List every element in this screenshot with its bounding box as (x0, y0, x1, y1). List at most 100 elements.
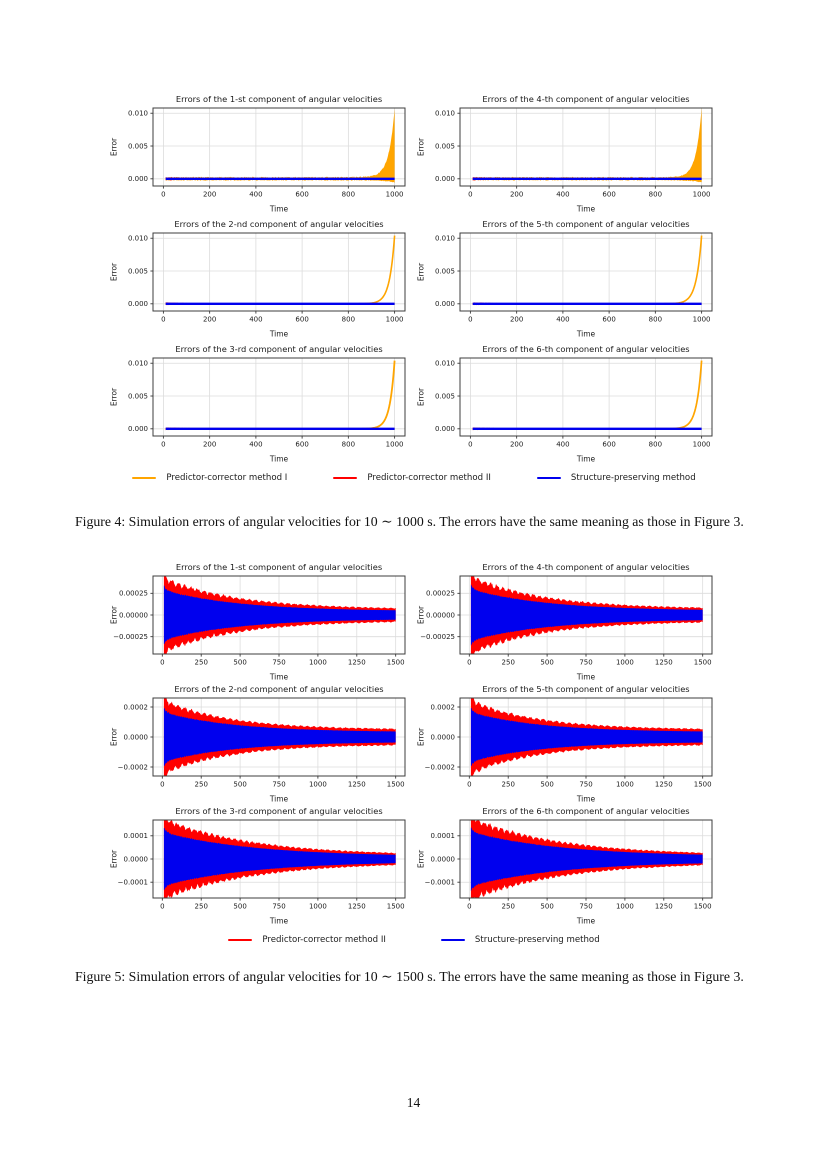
x-tick-label: 1500 (694, 659, 712, 667)
x-tick-label: 1500 (694, 781, 712, 789)
x-tick-label: 1250 (655, 659, 673, 667)
legend-item-pc1: Predictor-corrector method I (132, 473, 287, 483)
x-tick-label: 1000 (386, 316, 404, 324)
x-tick-label: 800 (342, 316, 355, 324)
x-tick-label: 1000 (616, 903, 634, 911)
x-tick-label: 0 (468, 316, 472, 324)
y-tick-label: 0.005 (435, 267, 455, 275)
x-tick-label: 600 (602, 316, 615, 324)
y-tick-label: 0.0002 (431, 703, 456, 711)
x-tick-label: 750 (272, 781, 285, 789)
y-tick-label: 0.0000 (124, 733, 149, 741)
x-tick-label: 400 (249, 316, 262, 324)
x-tick-label: 600 (295, 316, 308, 324)
series-sp (163, 708, 396, 766)
y-tick-label: 0.000 (435, 300, 455, 308)
figure-5-legend: Predictor-corrector method II Structure-p… (107, 935, 721, 945)
legend-item-pc2: Predictor-corrector method II (333, 473, 491, 483)
y-tick-label: 0.0001 (124, 832, 149, 840)
x-tick-label: 200 (203, 191, 216, 199)
x-tick-label: 800 (649, 191, 662, 199)
x-tick-label: 600 (602, 441, 615, 449)
x-tick-label: 250 (502, 659, 515, 667)
y-tick-label: 0.0001 (431, 832, 456, 840)
figure-5-caption: Figure 5: Simulation errors of angular v… (75, 969, 744, 984)
x-tick-label: 1000 (616, 781, 634, 789)
subplot-title: Errors of the 1-st component of angular … (176, 562, 382, 572)
x-tick-label: 0 (160, 781, 164, 789)
x-tick-label: 250 (195, 659, 208, 667)
y-tick-label: 0.010 (128, 360, 148, 368)
x-tick-label: 500 (540, 903, 553, 911)
subplot-title: Errors of the 4-th component of angular … (482, 94, 689, 104)
subplot-chart: 0 250 500 750 1000 1250 1500 0.00025 0.00000 −0.0… (110, 562, 406, 682)
x-tick-label: 1500 (694, 903, 712, 911)
x-tick-label: 800 (342, 191, 355, 199)
figure-5: 0 250 500 750 1000 1250 1500 0.00025 0.00000 −0.0… (107, 560, 721, 945)
x-tick-label: 500 (233, 781, 246, 789)
legend-line-pc2 (228, 938, 253, 942)
x-tick-label: 800 (649, 441, 662, 449)
y-tick-label: −0.00025 (113, 633, 148, 641)
x-axis-label: Time (576, 205, 596, 214)
legend-label: Structure-preserving method (570, 473, 696, 483)
plot-border (459, 357, 713, 437)
x-tick-label: 200 (510, 191, 523, 199)
plot-border (152, 232, 406, 312)
y-tick-label: 0.010 (435, 235, 455, 243)
plot-border (152, 107, 406, 187)
x-tick-label: 400 (249, 191, 262, 199)
figure-4-caption: Figure 4: Simulation errors of angular v… (75, 514, 744, 529)
x-tick-label: 500 (233, 903, 246, 911)
subplot-title: Errors of the 2-nd component of angular … (174, 684, 383, 694)
subplot-title: Errors of the 5-th component of angular … (482, 684, 689, 694)
y-tick-label: 0.005 (435, 392, 455, 400)
x-tick-label: 0 (467, 903, 471, 911)
series-pc1 (472, 108, 702, 183)
subplot-title: Errors of the 5-th component of angular … (482, 219, 689, 229)
y-tick-label: 0.000 (435, 175, 455, 183)
x-tick-label: 400 (556, 441, 569, 449)
x-axis-label: Time (576, 455, 596, 464)
x-axis-label: Time (576, 795, 596, 804)
x-tick-label: 0 (468, 441, 472, 449)
y-tick-label: 0.010 (435, 110, 455, 118)
y-axis-label: Error (110, 605, 119, 624)
x-tick-label: 1500 (387, 903, 405, 911)
x-tick-label: 250 (195, 781, 208, 789)
subplot-title: Errors of the 3-rd component of angular … (175, 344, 382, 354)
x-tick-label: 750 (272, 903, 285, 911)
x-tick-label: 1000 (386, 191, 404, 199)
y-tick-label: 0.000 (435, 425, 455, 433)
y-axis-label: Error (110, 727, 119, 746)
x-tick-label: 1000 (693, 441, 711, 449)
x-tick-label: 400 (249, 441, 262, 449)
x-tick-label: 1000 (309, 659, 327, 667)
x-axis-label: Time (576, 330, 596, 339)
subplot-title: Errors of the 6-th component of angular … (482, 806, 689, 816)
y-tick-label: −0.0002 (425, 763, 455, 771)
y-tick-label: 0.000 (128, 425, 148, 433)
y-tick-label: 0.005 (128, 267, 148, 275)
y-tick-label: −0.00025 (420, 633, 455, 641)
x-tick-label: 800 (342, 441, 355, 449)
series-pc1 (165, 235, 396, 305)
y-axis-label: Error (110, 387, 119, 406)
x-tick-label: 0 (161, 316, 165, 324)
series-sp (163, 585, 396, 645)
figure-4-legend: Predictor-corrector method I Predictor-co… (107, 473, 721, 483)
y-tick-label: −0.0001 (118, 879, 148, 887)
x-tick-label: 400 (556, 316, 569, 324)
series-sp (470, 827, 703, 891)
legend-item-sp: Structure-preserving method (536, 473, 696, 483)
x-axis-label: Time (269, 673, 289, 682)
y-tick-label: 0.00000 (426, 611, 455, 619)
series-pc1 (472, 235, 703, 305)
x-tick-label: 200 (203, 316, 216, 324)
y-tick-label: 0.00000 (119, 611, 148, 619)
plot-border (152, 357, 406, 437)
x-tick-label: 1500 (387, 659, 405, 667)
x-axis-label: Time (269, 330, 289, 339)
subplot-chart: 0 200 400 600 800 1000 0.000 0.005 0.010 Errors o… (110, 219, 406, 339)
